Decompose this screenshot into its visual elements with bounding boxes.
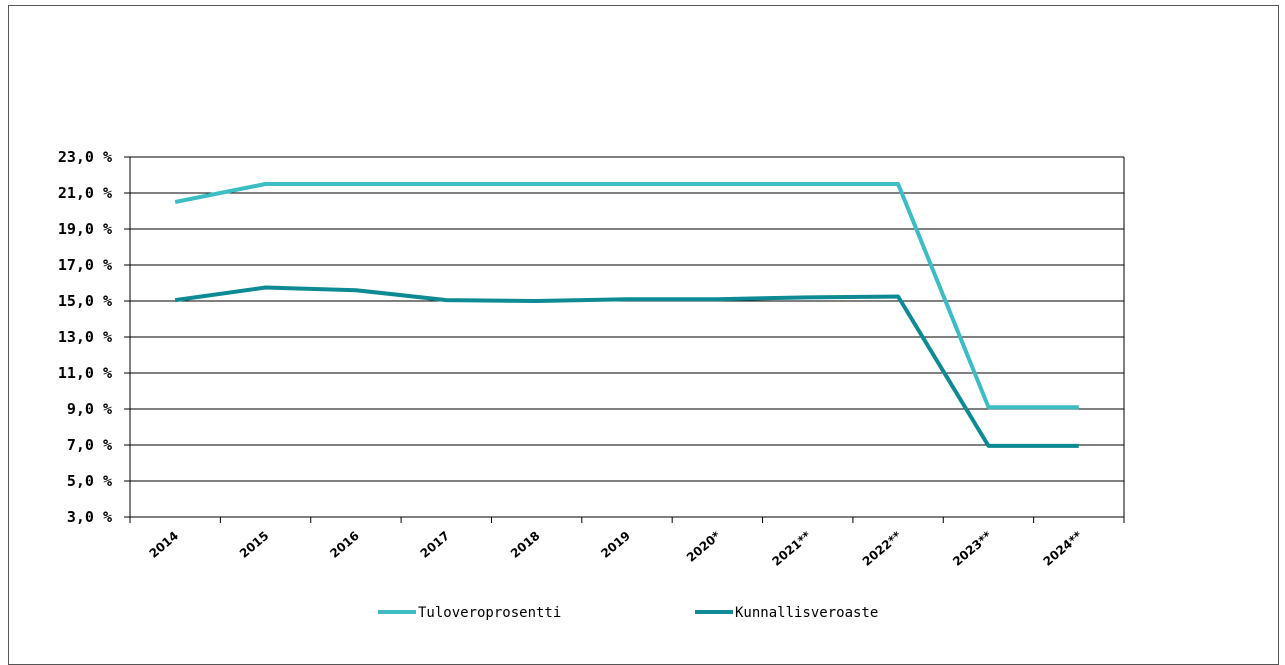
y-tick-label: 11,0 % [58,364,112,382]
x-axis-tick-labels: 2014 2015 2016 2017 2018 2019 2020* 2021** 2022*… [147,528,1086,569]
y-tick-label: 9,0 % [67,400,112,418]
y-tick-label: 7,0 % [67,436,112,454]
legend-label: Kunnallisveroaste [735,605,878,621]
x-tick-label: 2023** [950,528,995,569]
x-tick-label: 2015 [237,529,272,561]
y-tick-label: 5,0 % [67,472,112,490]
axes [124,156,1125,523]
legend-label: Tuloveroprosentti [418,605,561,621]
y-tick-label: 21,0 % [58,184,112,202]
x-tick-label: 2022** [860,528,905,569]
legend-item: Tuloveroprosentti [378,605,561,621]
x-tick-label: 2020* [684,528,724,565]
x-tick-label: 2016 [327,529,362,561]
x-tick-label: 2014 [147,529,182,561]
series-lines [174,182,1079,448]
chart-frame [8,5,1279,665]
y-tick-label: 13,0 % [58,328,112,346]
x-tick-label: 2021** [769,528,814,569]
y-tick-label: 15,0 % [58,292,112,310]
y-tick-label: 19,0 % [58,220,112,238]
y-tick-label: 3,0 % [67,508,112,526]
y-axis-tick-labels: 3,0 % 5,0 % 7,0 % 9,0 % 11,0 % 13,0 % 15,0 % 17… [58,148,112,526]
x-tick-label: 2018 [508,529,543,561]
series-line-2 [174,285,1079,448]
x-tick-label: 2017 [418,529,453,561]
y-tick-label: 23,0 % [58,148,112,166]
series-line-1 [174,182,1079,410]
grid-lines [130,156,1124,518]
legend-item: Kunnallisveroaste [695,605,878,621]
legend: Tuloveroprosentti Kunnallisveroaste [378,605,878,621]
x-tick-label: 2024** [1041,528,1086,569]
y-tick-label: 17,0 % [58,256,112,274]
x-tick-label: 2019 [598,529,633,561]
